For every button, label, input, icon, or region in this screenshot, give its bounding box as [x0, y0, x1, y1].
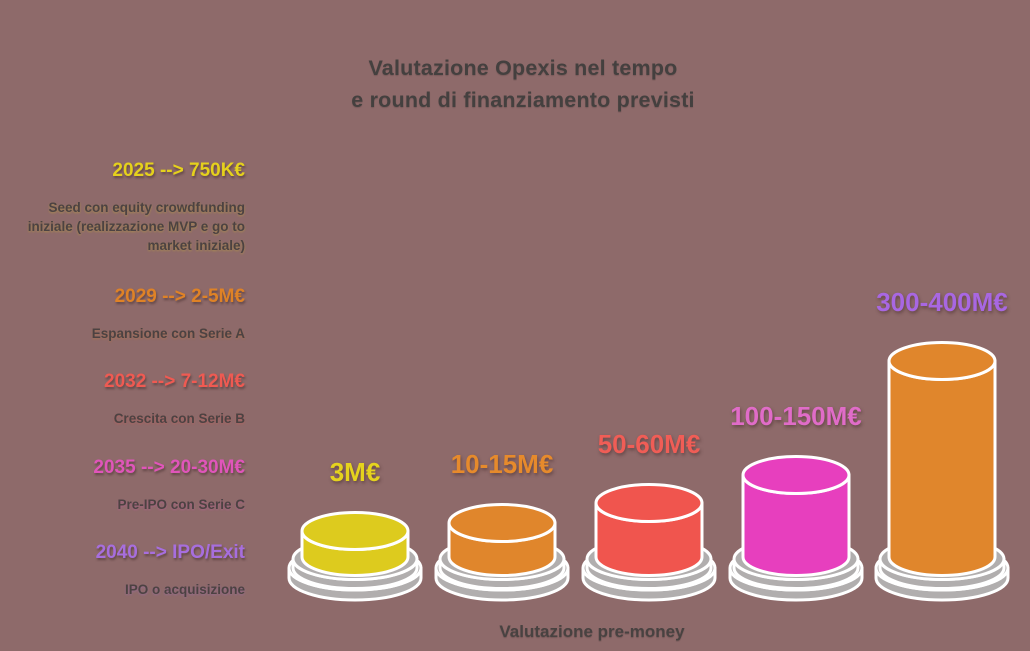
timeline-year-label: 2025 --> 750K€: [112, 160, 245, 181]
bar-value-label: 50-60M€: [597, 428, 701, 459]
bar-group: [862, 305, 1022, 605]
bar-value-label: 10-15M€: [450, 448, 554, 479]
chart-title-line2: e round di finanziamento previsti: [351, 88, 695, 112]
timeline-year-label: 2029 --> 2-5M€: [114, 286, 245, 307]
timeline-item: 2029 --> 2-5M€ Espansione con Serie A: [0, 285, 245, 343]
bar-cylinder-svg: [728, 455, 864, 602]
timeline-description: Pre-IPO con Serie C: [117, 497, 245, 512]
bar-cylinder-svg: [581, 483, 717, 602]
timeline-year-label: 2040 --> IPO/Exit: [95, 542, 245, 563]
timeline-description: Espansione con Serie A: [91, 326, 245, 341]
bar-group: [716, 305, 876, 605]
timeline-description: Seed con equity crowdfunding iniziale (r…: [27, 200, 245, 253]
timeline-year-label: 2032 --> 7-12M€: [104, 371, 245, 392]
bar-group: [422, 305, 582, 605]
timeline-item: 2040 --> IPO/Exit IPO o acquisizione: [0, 541, 245, 599]
bar-group: [275, 305, 435, 605]
timeline-description: Crescita con Serie B: [113, 411, 245, 426]
bar-value-label: 300-400M€: [876, 286, 1008, 317]
chart-title: Valutazione Opexis nel tempo e round di …: [16, 52, 1030, 116]
x-axis-label: Valutazione pre-money: [499, 622, 685, 641]
timeline-description: IPO o acquisizione: [124, 582, 245, 597]
timeline-item: 2025 --> 750K€ Seed con equity crowdfundi…: [0, 159, 245, 255]
timeline-year-label: 2035 --> 20-30M€: [93, 457, 245, 478]
chart-title-line1: Valutazione Opexis nel tempo: [368, 56, 678, 80]
bar-value-label: 100-150M€: [730, 400, 862, 431]
bar-cylinder-svg: [434, 503, 570, 602]
bar-group: [569, 305, 729, 605]
timeline-item: 2035 --> 20-30M€ Pre-IPO con Serie C: [0, 456, 245, 514]
bar-value-label: 3M€: [329, 456, 381, 487]
timeline: 2025 --> 750K€ Seed con equity crowdfundi…: [0, 0, 245, 651]
bar-cylinder-svg: [287, 511, 423, 602]
timeline-item: 2032 --> 7-12M€ Crescita con Serie B: [0, 370, 245, 428]
bar-cylinder-svg: [874, 341, 1010, 602]
